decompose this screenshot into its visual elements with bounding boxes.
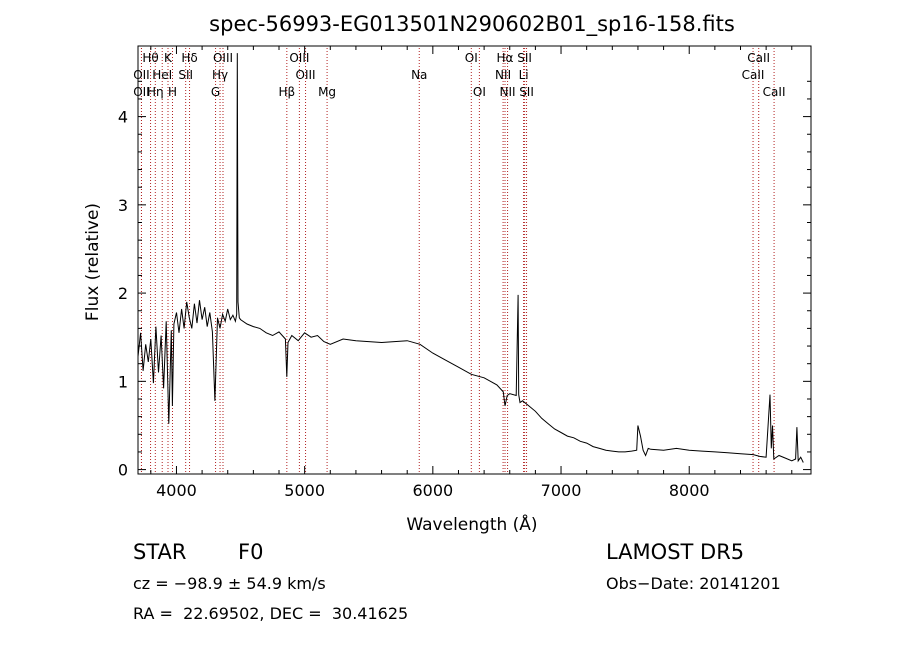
marker-label: SII	[178, 68, 193, 82]
spectrum-line	[137, 53, 804, 463]
marker-label: CaII	[747, 51, 770, 65]
marker-label: Hα	[497, 51, 514, 65]
survey-name: LAMOST DR5	[606, 540, 745, 564]
plot-frame	[137, 45, 812, 475]
coordinates: RA = 22.69502, DEC = 30.41625	[133, 604, 409, 623]
marker-label: NII	[500, 85, 516, 99]
x-tick-label: 6000	[412, 481, 453, 500]
x-axis: 4000 5000 6000 7000 8000	[150, 46, 793, 500]
chart-title: spec-56993-EG013501N290602B01_sp16-158.f…	[209, 12, 735, 37]
marker-label: SII	[519, 85, 534, 99]
y-tick-label: 2	[118, 284, 128, 303]
object-class: STAR	[133, 540, 187, 564]
marker-label: NII	[495, 68, 511, 82]
marker-label: HeI	[152, 68, 172, 82]
marker-label: G	[211, 85, 220, 99]
marker-label: OII	[133, 68, 150, 82]
marker-label: Li	[519, 68, 529, 82]
y-tick-label: 1	[118, 372, 128, 391]
y-axis: 0 1 2 3 4	[118, 80, 811, 480]
y-axis-label: Flux (relative)	[83, 203, 103, 321]
redshift-velocity: cz = −98.9 ± 54.9 km/s	[133, 574, 326, 593]
marker-label: H	[168, 85, 177, 99]
y-tick-label: 4	[118, 108, 128, 127]
marker-label: OI	[465, 51, 478, 65]
marker-label: K	[164, 51, 173, 65]
x-axis-label: Wavelength (Å)	[406, 513, 537, 535]
marker-label: Hθ	[142, 51, 158, 65]
marker-label: Na	[411, 68, 427, 82]
marker-label: OI	[473, 85, 486, 99]
marker-label: OIII	[213, 51, 233, 65]
marker-label: Hδ	[181, 51, 197, 65]
marker-label: OIII	[289, 51, 309, 65]
marker-label: Mg	[318, 85, 336, 99]
marker-label: CaII	[742, 68, 765, 82]
x-tick-label: 4000	[156, 481, 197, 500]
y-tick-label: 3	[118, 196, 128, 215]
x-tick-label: 7000	[541, 481, 582, 500]
observation-date: Obs−Date: 20141201	[606, 574, 781, 593]
marker-label: OII	[133, 85, 150, 99]
x-tick-label: 5000	[284, 481, 325, 500]
marker-label: Hγ	[212, 68, 228, 82]
marker-label: OIII	[296, 68, 316, 82]
y-tick-label: 0	[118, 461, 128, 480]
marker-label: CaII	[763, 85, 786, 99]
x-tick-label: 8000	[669, 481, 710, 500]
marker-label: SII	[517, 51, 532, 65]
object-subclass: F0	[238, 540, 264, 564]
marker-label: Hβ	[278, 85, 295, 99]
marker-label: Hη	[147, 85, 164, 99]
